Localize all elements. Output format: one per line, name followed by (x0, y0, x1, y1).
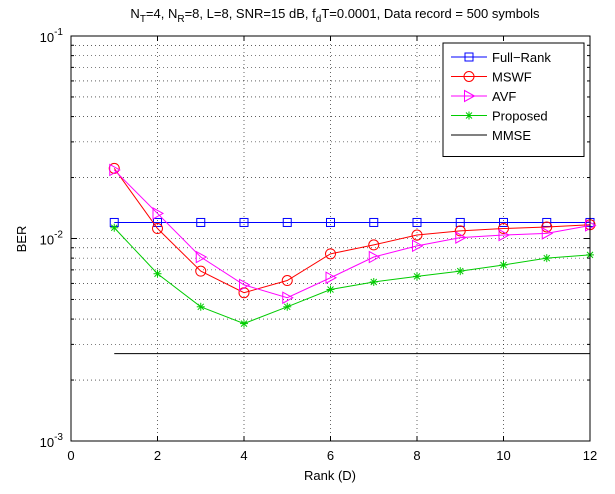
x-tick-label: 0 (67, 448, 74, 463)
data-point-avf (109, 163, 121, 177)
data-point-avf (325, 271, 338, 285)
legend-marker (465, 111, 473, 120)
data-point-avf (412, 239, 424, 253)
chart-title-part: =8, L=8, SNR=15 dB, f (185, 6, 317, 21)
legend-marker (464, 89, 476, 103)
legend-marker (463, 71, 475, 82)
data-point-proposed (196, 302, 205, 311)
data-point-full-rank (239, 217, 249, 227)
data-point-full-rank (326, 217, 335, 227)
data-point-avf (195, 250, 208, 264)
x-axis-label: Rank (D) (304, 468, 356, 483)
series-mswf (108, 162, 596, 299)
legend-entry-mswf: MSWF (451, 70, 532, 85)
data-point-proposed (283, 302, 292, 311)
data-point-proposed (110, 223, 119, 232)
data-point-full-rank (542, 217, 552, 227)
legend-label: AVF (492, 89, 516, 104)
data-point-proposed (499, 260, 508, 269)
data-point-mswf (325, 248, 336, 260)
chart-title-part: T=0.0001, Data record = 500 symbols (321, 6, 540, 21)
legend-label: MMSE (492, 128, 531, 143)
data-point-avf (282, 291, 294, 305)
legend-entry-avf: AVF (451, 89, 516, 104)
y-tick-label: 10-3 (40, 432, 64, 450)
legend-entry-full-rank: Full−Rank (451, 50, 551, 65)
data-point-mswf (411, 229, 423, 241)
data-point-mswf (152, 223, 163, 235)
data-point-mswf (498, 223, 509, 235)
series-line-avf (113, 169, 591, 299)
data-point-proposed (240, 319, 248, 328)
chart-title-part: R (177, 14, 184, 25)
chart-title-part: =4, N (146, 6, 177, 21)
x-tick-label: 10 (496, 448, 510, 463)
x-tick-label: 2 (154, 448, 161, 463)
chart-title-part: N (130, 6, 139, 21)
x-tick-label: 6 (327, 448, 334, 463)
legend: Full−Rank MSWF AVF Proposed MMSE (442, 42, 585, 157)
data-point-avf (455, 231, 467, 244)
chart-title: NT=4, NR=8, L=8, SNR=15 dB, fdT=0.0001, … (130, 6, 540, 25)
data-point-avf (239, 278, 251, 292)
data-point-mswf (195, 265, 207, 277)
y-axis-label: BER (14, 226, 29, 253)
legend-entry-mmse: MMSE (451, 128, 531, 143)
data-point-avf (152, 207, 165, 220)
data-point-mswf (454, 225, 466, 237)
data-point-mswf (368, 239, 380, 251)
x-tick-label: 8 (413, 448, 420, 463)
data-point-proposed (456, 267, 465, 276)
data-point-proposed (369, 277, 378, 286)
x-tick-label: 12 (583, 448, 597, 463)
data-point-full-rank (369, 217, 379, 227)
legend-entry-proposed: Proposed (451, 109, 548, 124)
legend-label: Full−Rank (492, 50, 551, 65)
data-point-proposed (326, 285, 335, 294)
data-point-full-rank (412, 217, 422, 227)
axis-ticks: 0 2 4 6 8 10 12 10-1 10-2 10-3 (40, 27, 598, 463)
x-tick-label: 4 (240, 448, 247, 463)
data-point-avf (541, 227, 554, 240)
data-point-proposed (153, 269, 162, 278)
chart-title-part: d (316, 14, 322, 25)
data-point-full-rank (196, 217, 206, 227)
series-avf (109, 163, 597, 305)
data-point-mswf (541, 221, 553, 233)
data-point-avf (368, 250, 381, 264)
legend-label: Proposed (492, 109, 548, 124)
data-point-avf (498, 228, 511, 242)
legend-label: MSWF (492, 70, 532, 85)
series-layer (108, 162, 597, 355)
chart-title-part: T (140, 14, 146, 25)
series-line-proposed (113, 227, 591, 325)
data-point-mswf (281, 275, 293, 287)
data-point-full-rank (499, 217, 508, 227)
data-point-proposed (413, 272, 421, 281)
data-point-full-rank (455, 217, 465, 227)
data-point-proposed (542, 254, 551, 263)
legend-box (442, 42, 585, 157)
series-line-mswf (113, 168, 591, 294)
series-full-rank (109, 217, 595, 227)
y-tick-label: 10-2 (40, 230, 64, 248)
data-point-full-rank (282, 217, 292, 227)
legend-marker (464, 52, 474, 62)
y-tick-label: 10-1 (40, 27, 64, 45)
